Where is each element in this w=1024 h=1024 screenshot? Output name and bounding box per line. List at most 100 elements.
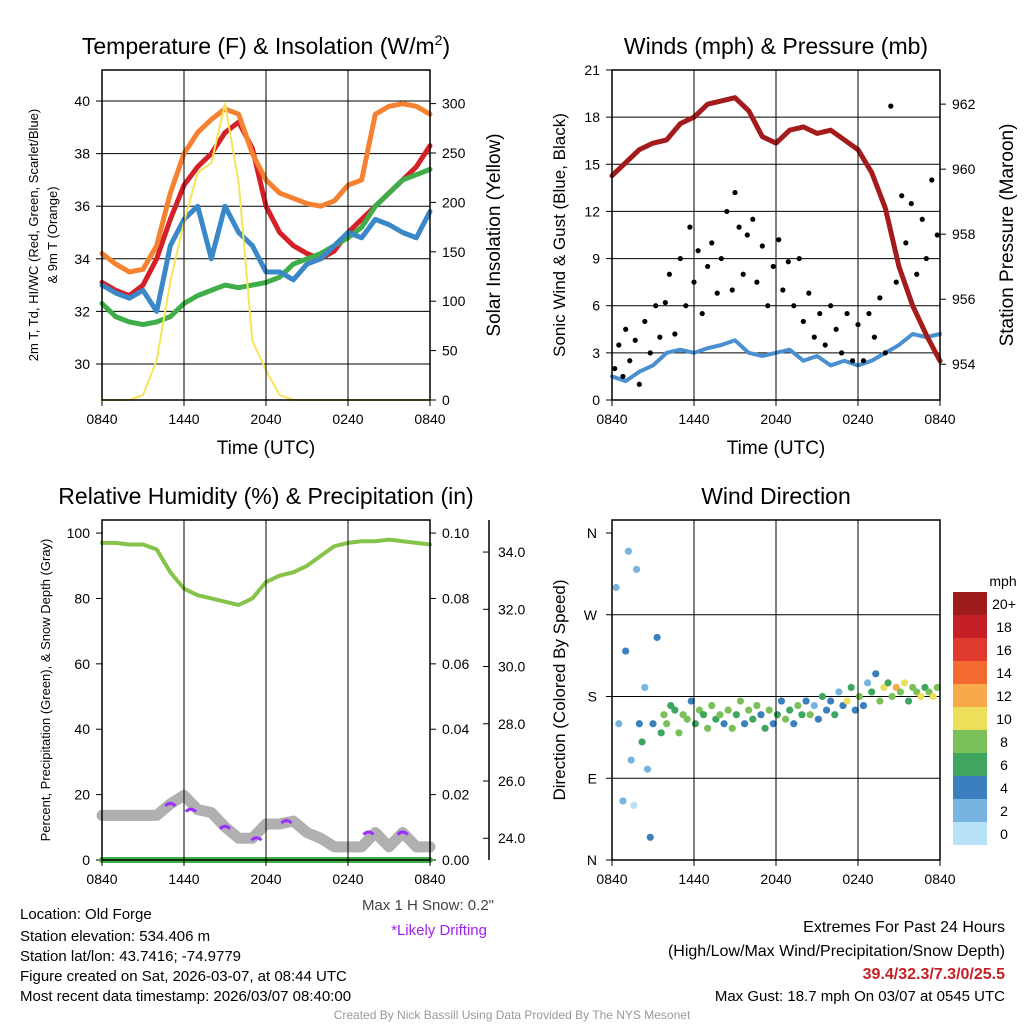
gust-point	[914, 271, 920, 277]
created-text: Figure created on Sat, 2026-03-07, at 08…	[20, 968, 347, 985]
direction-point	[786, 706, 794, 714]
direction-point	[683, 715, 691, 723]
gust-point	[709, 240, 715, 246]
precip-axis-tick-label: 0.10	[442, 525, 469, 541]
direction-point	[790, 720, 798, 728]
x-tick-label: 0840	[596, 411, 627, 427]
direction-point	[643, 765, 652, 773]
drifting-mark	[362, 830, 375, 836]
direction-point	[896, 688, 904, 696]
legend-swatch	[953, 592, 987, 615]
gust-point	[888, 103, 894, 109]
direction-point	[615, 720, 623, 728]
wind-axis-tick-label: 12	[584, 203, 600, 219]
direction-tick-label: E	[588, 770, 597, 786]
y-axis-label: Sonic Wind & Gust (Blue, Black)	[550, 113, 569, 357]
insolation-axis-tick-label: 250	[442, 145, 466, 161]
legend-label: 20+	[992, 596, 1016, 612]
legend-swatch	[953, 799, 987, 822]
gust-point	[642, 318, 648, 325]
percent-axis-tick-label: 80	[74, 590, 90, 606]
x-tick-label: 0240	[842, 871, 873, 887]
direction-point	[806, 711, 814, 719]
pressure-axis-tick-label: 958	[952, 226, 976, 242]
precip-axis-tick-label: 0.06	[442, 656, 469, 672]
drifting-mark	[218, 824, 232, 830]
x-axis-label: Time (UTC)	[727, 438, 826, 459]
y-axis-label: Percent, Precipitation (Green), & Snow D…	[38, 539, 53, 842]
direction-point	[761, 724, 769, 732]
precip-axis-tick-label: 0.04	[442, 721, 469, 737]
pressure-axis-tick-label: 962	[952, 96, 976, 112]
insolation-axis-tick-label: 300	[442, 96, 466, 112]
direction-point	[660, 711, 668, 719]
gust-point	[740, 271, 746, 277]
temp-axis-tick-label: 36	[74, 198, 90, 214]
legend-swatch	[953, 638, 987, 661]
gust-point	[736, 224, 742, 230]
y-axis-label: Direction (Colored By Speed)	[550, 579, 569, 800]
direction-point	[699, 711, 708, 719]
gust-point	[893, 279, 899, 285]
gust-point	[849, 358, 856, 364]
direction-point	[624, 547, 633, 555]
direction-point	[872, 670, 880, 678]
legend-label: 16	[996, 642, 1012, 658]
direction-point	[749, 715, 757, 723]
gust-point	[844, 310, 850, 317]
gust-point	[750, 216, 756, 222]
gust-point	[616, 342, 622, 348]
percent-axis-tick-label: 60	[74, 656, 90, 672]
gust-point	[714, 290, 720, 296]
gust-point	[623, 326, 629, 332]
gust-point	[699, 310, 705, 317]
legend-label: 6	[1000, 757, 1008, 773]
gust-point	[919, 216, 925, 222]
gust-point	[929, 177, 935, 183]
x-tick-label: 0840	[924, 411, 955, 427]
gust-point	[765, 303, 771, 309]
direction-point	[851, 706, 859, 714]
direction-point	[859, 701, 868, 710]
temp-axis-tick-label: 34	[74, 251, 90, 267]
gust-point	[666, 271, 673, 277]
legend-label: 10	[996, 711, 1012, 727]
gust-point	[899, 193, 905, 199]
chart-title: Winds (mph) & Pressure (mb)	[624, 33, 928, 59]
gust-point	[817, 310, 823, 317]
direction-point	[622, 647, 630, 655]
direction-point	[818, 692, 827, 701]
gust-point	[754, 279, 760, 285]
x-tick-label: 2040	[250, 411, 281, 427]
direction-point	[831, 711, 839, 719]
direction-point	[810, 701, 818, 710]
insolation-axis-tick-label: 0	[442, 392, 450, 408]
direction-point	[630, 801, 638, 810]
y2-axis-label: Station Pressure (Maroon)	[997, 124, 1018, 347]
gust-point	[785, 259, 791, 265]
y-axis-label: 2m T, Td, HI/WC (Red, Green, Scarlet/Blu…	[26, 109, 41, 361]
direction-point	[917, 692, 925, 701]
direction-point	[794, 701, 802, 710]
drifting-mark	[250, 836, 263, 842]
extremes-subtitle: (High/Low/Max Wind/Precipitation/Snow De…	[667, 943, 1005, 960]
x-axis-label: Time (UTC)	[217, 438, 316, 459]
direction-point	[687, 697, 695, 705]
x-tick-label: 0240	[842, 411, 873, 427]
recent-text: Most recent data timestamp: 2026/03/07 0…	[20, 988, 352, 1005]
direction-point	[653, 633, 661, 642]
direction-point	[884, 679, 892, 687]
gust-point	[636, 381, 642, 387]
drifting-mark	[164, 801, 177, 808]
x-tick-label: 0840	[414, 871, 445, 887]
gust-point	[744, 232, 750, 238]
gust-point	[705, 263, 711, 270]
direction-point	[633, 565, 641, 573]
gust-point	[677, 255, 683, 262]
percent-axis-tick-label: 0	[82, 852, 90, 868]
chart-title: Temperature (F) & Insolation (W/m2)	[82, 32, 450, 59]
gust-point	[860, 358, 867, 364]
gust-point	[776, 237, 782, 243]
